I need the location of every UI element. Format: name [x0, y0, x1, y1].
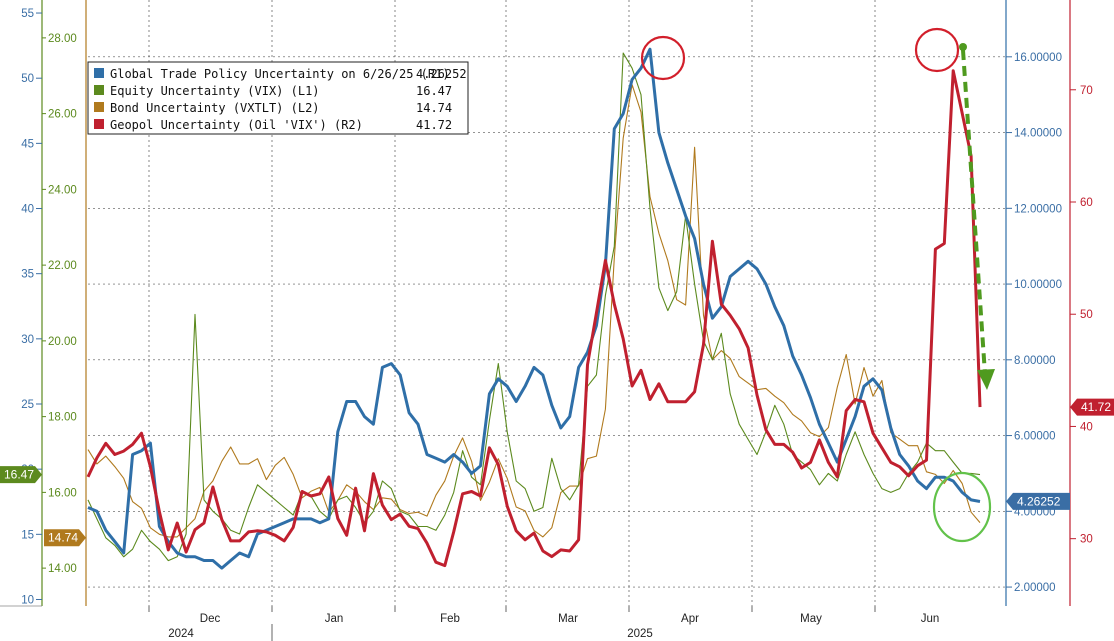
l2-tick-label: 25	[21, 399, 34, 411]
x-tick-label-month: Jun	[921, 613, 940, 625]
legend: Global Trade Policy Uncertainty on 6/26/…	[87, 61, 469, 135]
series-line-R2_geopol	[86, 69, 982, 568]
x-tick-label-month: Mar	[558, 613, 578, 625]
legend-value: 14.74	[416, 101, 452, 115]
down-arrow-shaft	[961, 49, 987, 375]
badge-bond-bg	[44, 529, 86, 547]
arrow-start-dot	[959, 43, 967, 51]
r1-tick-label: 12.00000	[1014, 203, 1062, 215]
legend-swatch	[94, 68, 104, 78]
r1-tick-label: 8.00000	[1014, 355, 1056, 367]
badge-equity-text: 16.47	[4, 468, 34, 482]
legend-swatch	[94, 102, 104, 112]
x-tick-label-month: Apr	[681, 613, 699, 625]
l2-tick-label: 30	[21, 334, 34, 346]
r2-tick-label: 50	[1080, 309, 1093, 321]
legend-swatch	[94, 85, 104, 95]
r2-tick-label: 60	[1080, 197, 1093, 209]
l1-tick-label: 14.00	[48, 563, 77, 575]
l1-tick-label: 28.00	[48, 33, 77, 45]
l1-tick-label: 24.00	[48, 184, 77, 196]
r1-tick-label: 6.00000	[1014, 431, 1056, 443]
series-line-L1_equity	[87, 52, 981, 562]
down-arrow-head	[977, 369, 995, 390]
axes: 1015202530354045505514.0016.0018.0020.00…	[0, 0, 1093, 606]
legend-value: 4.26252	[416, 67, 467, 81]
series-line-R1_trade	[87, 47, 981, 570]
annotations	[640, 27, 995, 543]
l2-tick-label: 50	[21, 73, 34, 85]
r1-tick-label: 14.00000	[1014, 128, 1062, 140]
badge-equity-bg	[0, 466, 42, 484]
l2-tick-label: 45	[21, 138, 34, 150]
legend-box	[87, 61, 469, 135]
last-value-badges: 16.47 14.74 4.26252 41.72	[0, 398, 1114, 547]
r2-tick-label: 40	[1080, 421, 1093, 433]
x-tick-label-year: 2024	[168, 628, 194, 640]
r1-tick-label: 16.00000	[1014, 52, 1062, 64]
badge-trade-text: 4.26252	[1017, 494, 1061, 508]
l1-tick-label: 26.00	[48, 109, 77, 121]
l1-tick-label: 18.00	[48, 412, 77, 424]
l1-tick-label: 22.00	[48, 260, 77, 272]
l2-tick-label: 40	[21, 204, 34, 216]
r1-tick-label: 10.00000	[1014, 279, 1062, 291]
badge-trade-bg	[1006, 492, 1070, 510]
l2-tick-label: 55	[21, 8, 34, 20]
l1-tick-label: 16.00	[48, 487, 77, 499]
legend-label: Equity Uncertainty (VIX) (L1)	[110, 84, 320, 98]
l2-tick-label: 10	[21, 594, 34, 606]
series-line-L2_bond	[87, 84, 981, 538]
peak-circle-apr	[640, 35, 686, 81]
x-tick-label-month: Jan	[325, 613, 344, 625]
l2-tick-label: 35	[21, 269, 34, 281]
low-circle-jun	[932, 471, 992, 543]
x-tick-label-month: Feb	[440, 613, 460, 625]
badge-geopol-text: 41.72	[1081, 400, 1111, 414]
l1-tick-label: 20.00	[48, 336, 77, 348]
legend-label: Global Trade Policy Uncertainty on 6/26/…	[110, 67, 450, 81]
legend-label: Bond Uncertainty (VXTLT) (L2)	[110, 101, 320, 115]
r2-tick-label: 30	[1080, 534, 1093, 546]
r1-tick-label: 2.00000	[1014, 582, 1056, 594]
legend-swatch	[94, 119, 104, 129]
legend-value: 41.72	[416, 118, 452, 132]
peak-circle-jun	[914, 27, 960, 73]
x-axis: Dec Jan Feb Mar Apr May Jun 2024 2025	[148, 606, 940, 641]
legend-value: 16.47	[416, 84, 452, 98]
l2-tick-label: 15	[21, 529, 34, 541]
x-tick-label-month: Dec	[200, 613, 221, 625]
legend-label: Geopol Uncertainty (Oil 'VIX') (R2)	[110, 118, 363, 132]
badge-bond-text: 14.74	[48, 531, 78, 545]
r2-tick-label: 70	[1080, 85, 1093, 97]
series-group	[86, 47, 982, 570]
x-tick-label-year: 2025	[627, 628, 653, 640]
x-tick-label-month: May	[800, 613, 822, 625]
badge-geopol-bg	[1070, 398, 1114, 416]
